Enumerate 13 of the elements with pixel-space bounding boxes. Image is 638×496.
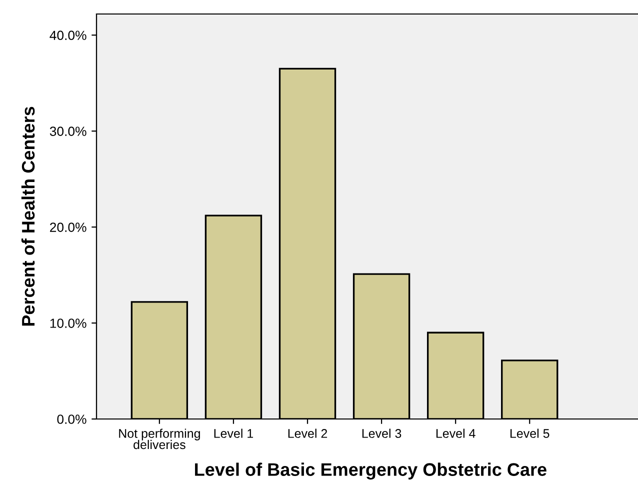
y-tick-label: 20.0%: [50, 222, 86, 232]
x-tick-label: Level 1: [214, 428, 254, 438]
y-tick-label: 40.0%: [50, 30, 86, 40]
y-tick-label: 0.0%: [57, 414, 86, 424]
y-tick-label: 30.0%: [50, 126, 86, 136]
x-tick-label: Level 5: [510, 428, 550, 438]
x-tick-label: Not performing deliveries: [119, 428, 200, 450]
y-tick-label: 10.0%: [50, 318, 86, 328]
x-tick-label: Level 4: [436, 428, 476, 438]
x-tick-label: Level 3: [362, 428, 402, 438]
x-tick-label: Level 2: [288, 428, 328, 438]
x-axis-title: Level of Basic Emergency Obstetric Care: [195, 462, 546, 480]
y-axis-title: Percent of Health Centers: [21, 106, 35, 326]
